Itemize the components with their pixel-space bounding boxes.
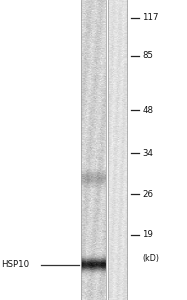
Text: 26: 26 [142,190,153,199]
Text: 34: 34 [142,148,153,158]
Text: 85: 85 [142,51,153,60]
Text: 19: 19 [142,230,153,239]
Text: (kD): (kD) [142,254,159,263]
Text: 117: 117 [142,14,159,22]
Text: 48: 48 [142,106,153,115]
Text: HSP10: HSP10 [1,260,29,269]
